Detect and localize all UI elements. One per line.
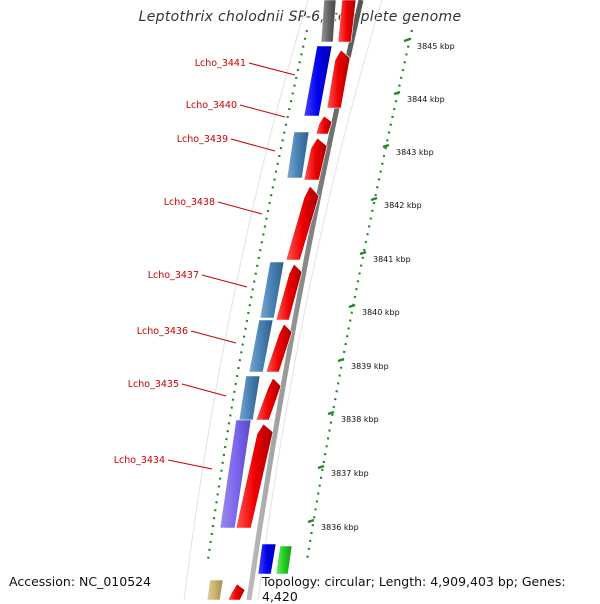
- gene-label[interactable]: Lcho_3435: [128, 379, 179, 390]
- gene-label-leader-line: [248, 62, 296, 76]
- gene-label[interactable]: Lcho_3437: [148, 270, 199, 281]
- gene-label-leader-line: [230, 138, 276, 152]
- kbp-tick-mark: [317, 464, 325, 470]
- gene-label[interactable]: Lcho_3439: [177, 134, 228, 145]
- outer-track-boundary: [257, 0, 383, 600]
- kbp-tick-mark: [370, 196, 378, 202]
- gene-forward-arrow[interactable]: [255, 377, 282, 421]
- gene-forward-feature[interactable]: [337, 0, 357, 43]
- gene-reverse-feature[interactable]: [259, 261, 285, 319]
- gene-forward-arrow[interactable]: [275, 263, 303, 321]
- gene-reverse-feature[interactable]: [238, 375, 261, 421]
- inner-track-boundary: [183, 0, 309, 600]
- kbp-tick-mark: [337, 357, 345, 363]
- gene-label[interactable]: Lcho_3434: [114, 455, 165, 466]
- gene-reverse-feature[interactable]: [219, 419, 252, 529]
- kbp-tick-label: 3839 kbp: [351, 362, 389, 371]
- gene-forward-arrow[interactable]: [303, 137, 328, 181]
- kbp-tick-label: 3842 kbp: [384, 201, 422, 210]
- gene-reverse-feature[interactable]: [206, 579, 224, 600]
- kbp-tick-label: 3836 kbp: [321, 523, 359, 532]
- gene-forward-arrow[interactable]: [235, 423, 274, 529]
- gene-reverse-feature[interactable]: [257, 543, 277, 575]
- gene-forward-arrow[interactable]: [265, 323, 293, 373]
- gene-label-leader-line: [190, 330, 237, 344]
- kbp-tick-mark: [307, 518, 315, 524]
- gene-label-leader-line: [201, 274, 248, 288]
- kbp-tick-label: 3845 kbp: [417, 42, 455, 51]
- gene-forward-arrow[interactable]: [227, 583, 246, 600]
- kbp-tick-label: 3838 kbp: [341, 415, 379, 424]
- kbp-tick-label: 3844 kbp: [407, 95, 445, 104]
- gene-label[interactable]: Lcho_3440: [186, 100, 237, 111]
- gene-label[interactable]: Lcho_3438: [164, 197, 215, 208]
- gene-reverse-feature[interactable]: [248, 319, 274, 373]
- kbp-tick-mark: [393, 90, 401, 96]
- gene-reverse-feature[interactable]: [286, 131, 310, 179]
- gene-label-leader-line: [167, 459, 213, 470]
- gene-labels: Lcho_3441 Lcho_3440 Lcho_3439 Lcho_3438 Lcho…: [114, 58, 296, 470]
- gene-reverse-feature[interactable]: [303, 45, 333, 117]
- map-title: Leptothrix cholodnii SP-6, complete geno…: [138, 9, 462, 25]
- kbp-tick-mark: [382, 143, 390, 149]
- kbp-tick-label: 3840 kbp: [362, 308, 400, 317]
- gene-gray-feature[interactable]: [320, 0, 337, 43]
- kbp-tick-label: 3841 kbp: [373, 255, 411, 264]
- gene-track: [206, 0, 357, 600]
- gene-forward-arrow[interactable]: [326, 49, 351, 109]
- kbp-tick-mark: [348, 303, 356, 309]
- gene-forward-arrow[interactable]: [315, 115, 333, 135]
- ruler-dots-outer: [305, 29, 414, 561]
- gene-reverse-feature[interactable]: [275, 545, 293, 575]
- gene-forward-arrow[interactable]: [285, 185, 320, 261]
- gene-label-leader-line: [239, 104, 286, 118]
- kbp-tick-mark: [327, 410, 335, 416]
- kbp-ruler: 3845 kbp 3844 kbp 3843 kbp 3842 kbp 3841 kbp…: [307, 37, 455, 532]
- kbp-tick-label: 3837 kbp: [331, 469, 369, 478]
- gene-label-leader-line: [181, 383, 227, 397]
- ruler-dots-inner: [206, 29, 309, 561]
- accession-text: Accession: NC_010524: [9, 574, 152, 589]
- gene-label-leader-line: [217, 201, 263, 215]
- kbp-tick-mark: [403, 37, 411, 43]
- kbp-tick-label: 3843 kbp: [396, 148, 434, 157]
- gene-label[interactable]: Lcho_3436: [137, 326, 188, 337]
- gene-label[interactable]: Lcho_3441: [195, 58, 246, 69]
- kbp-tick-mark: [359, 250, 367, 256]
